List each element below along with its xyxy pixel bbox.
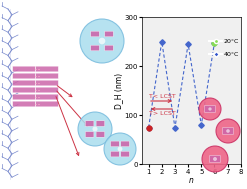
FancyBboxPatch shape (121, 151, 129, 157)
FancyBboxPatch shape (205, 105, 215, 112)
FancyBboxPatch shape (13, 80, 35, 86)
Y-axis label: D_H (nm): D_H (nm) (114, 73, 123, 109)
X-axis label: n: n (189, 176, 194, 185)
FancyBboxPatch shape (36, 80, 58, 86)
Circle shape (92, 126, 98, 132)
Legend: 20°C, 40°C: 20°C, 40°C (209, 38, 240, 57)
FancyBboxPatch shape (91, 31, 99, 37)
Circle shape (226, 129, 230, 133)
FancyBboxPatch shape (13, 101, 35, 107)
FancyBboxPatch shape (91, 45, 99, 51)
Circle shape (80, 19, 124, 63)
FancyBboxPatch shape (85, 121, 94, 126)
FancyBboxPatch shape (223, 128, 233, 135)
FancyBboxPatch shape (105, 31, 113, 37)
Text: T> LCST: T> LCST (149, 111, 176, 116)
FancyBboxPatch shape (111, 151, 119, 157)
Text: T< LCST: T< LCST (149, 94, 176, 99)
Circle shape (199, 98, 221, 120)
FancyBboxPatch shape (121, 141, 129, 147)
Circle shape (99, 38, 105, 44)
Circle shape (208, 107, 212, 111)
FancyBboxPatch shape (96, 132, 105, 137)
FancyBboxPatch shape (96, 121, 105, 126)
FancyBboxPatch shape (85, 132, 94, 137)
Circle shape (216, 119, 240, 143)
FancyBboxPatch shape (36, 87, 58, 93)
FancyBboxPatch shape (13, 87, 35, 93)
FancyBboxPatch shape (36, 101, 58, 107)
FancyBboxPatch shape (13, 94, 35, 100)
Circle shape (213, 157, 217, 161)
FancyBboxPatch shape (36, 66, 58, 72)
Circle shape (78, 112, 112, 146)
FancyBboxPatch shape (13, 73, 35, 79)
FancyBboxPatch shape (36, 73, 58, 79)
Circle shape (104, 133, 136, 165)
FancyBboxPatch shape (105, 45, 113, 51)
FancyBboxPatch shape (36, 94, 58, 100)
FancyBboxPatch shape (13, 66, 35, 72)
Circle shape (202, 146, 228, 172)
Circle shape (118, 147, 123, 151)
FancyBboxPatch shape (209, 156, 221, 163)
FancyBboxPatch shape (111, 141, 119, 147)
